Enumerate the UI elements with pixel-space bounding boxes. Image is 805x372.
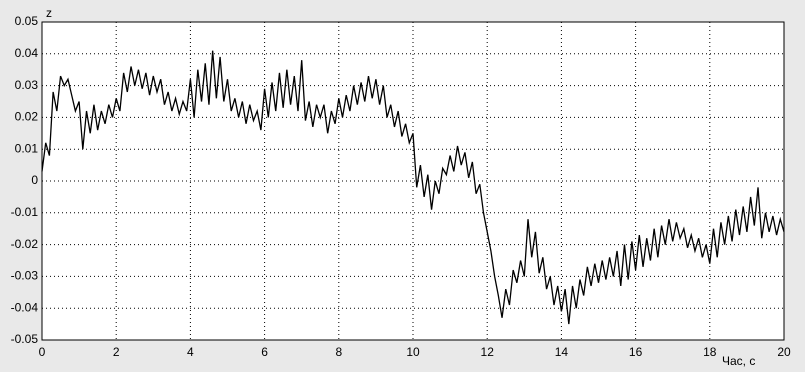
x-tick-label: 20 (777, 345, 791, 359)
x-tick-label: 10 (406, 345, 420, 359)
plot-frame (41, 21, 785, 341)
y-tick-label: -0.04 (11, 300, 39, 314)
y-tick-label: 0.05 (15, 14, 39, 28)
y-tick-label: -0.03 (11, 269, 39, 283)
marks (41, 50, 785, 325)
y-tick-label: 0.01 (15, 141, 39, 155)
x-tick-label: 14 (555, 345, 569, 359)
y-tick-label: 0 (31, 173, 38, 187)
x-tick-label: 0 (39, 345, 46, 359)
x-tick-label: 18 (703, 345, 717, 359)
x-tick-label: 2 (113, 345, 120, 359)
y-tick-label: 0.04 (15, 46, 39, 60)
y-tick-label: 0.03 (15, 78, 39, 92)
y-tick-label: -0.05 (11, 332, 39, 346)
x-tick-label: 8 (335, 345, 342, 359)
plot-area (42, 22, 784, 340)
x-tick-label: 4 (187, 345, 194, 359)
y-tick-label: -0.01 (11, 205, 39, 219)
x-tick-label: 6 (261, 345, 268, 359)
y-tick-label: -0.02 (11, 237, 39, 251)
x-axis-label: Час, с (722, 354, 755, 368)
data-line (41, 50, 785, 325)
y-tick-label: 0.02 (15, 110, 39, 124)
x-tick-label: 12 (481, 345, 495, 359)
y-axis-label: z (46, 6, 52, 20)
x-tick-label: 16 (629, 345, 643, 359)
